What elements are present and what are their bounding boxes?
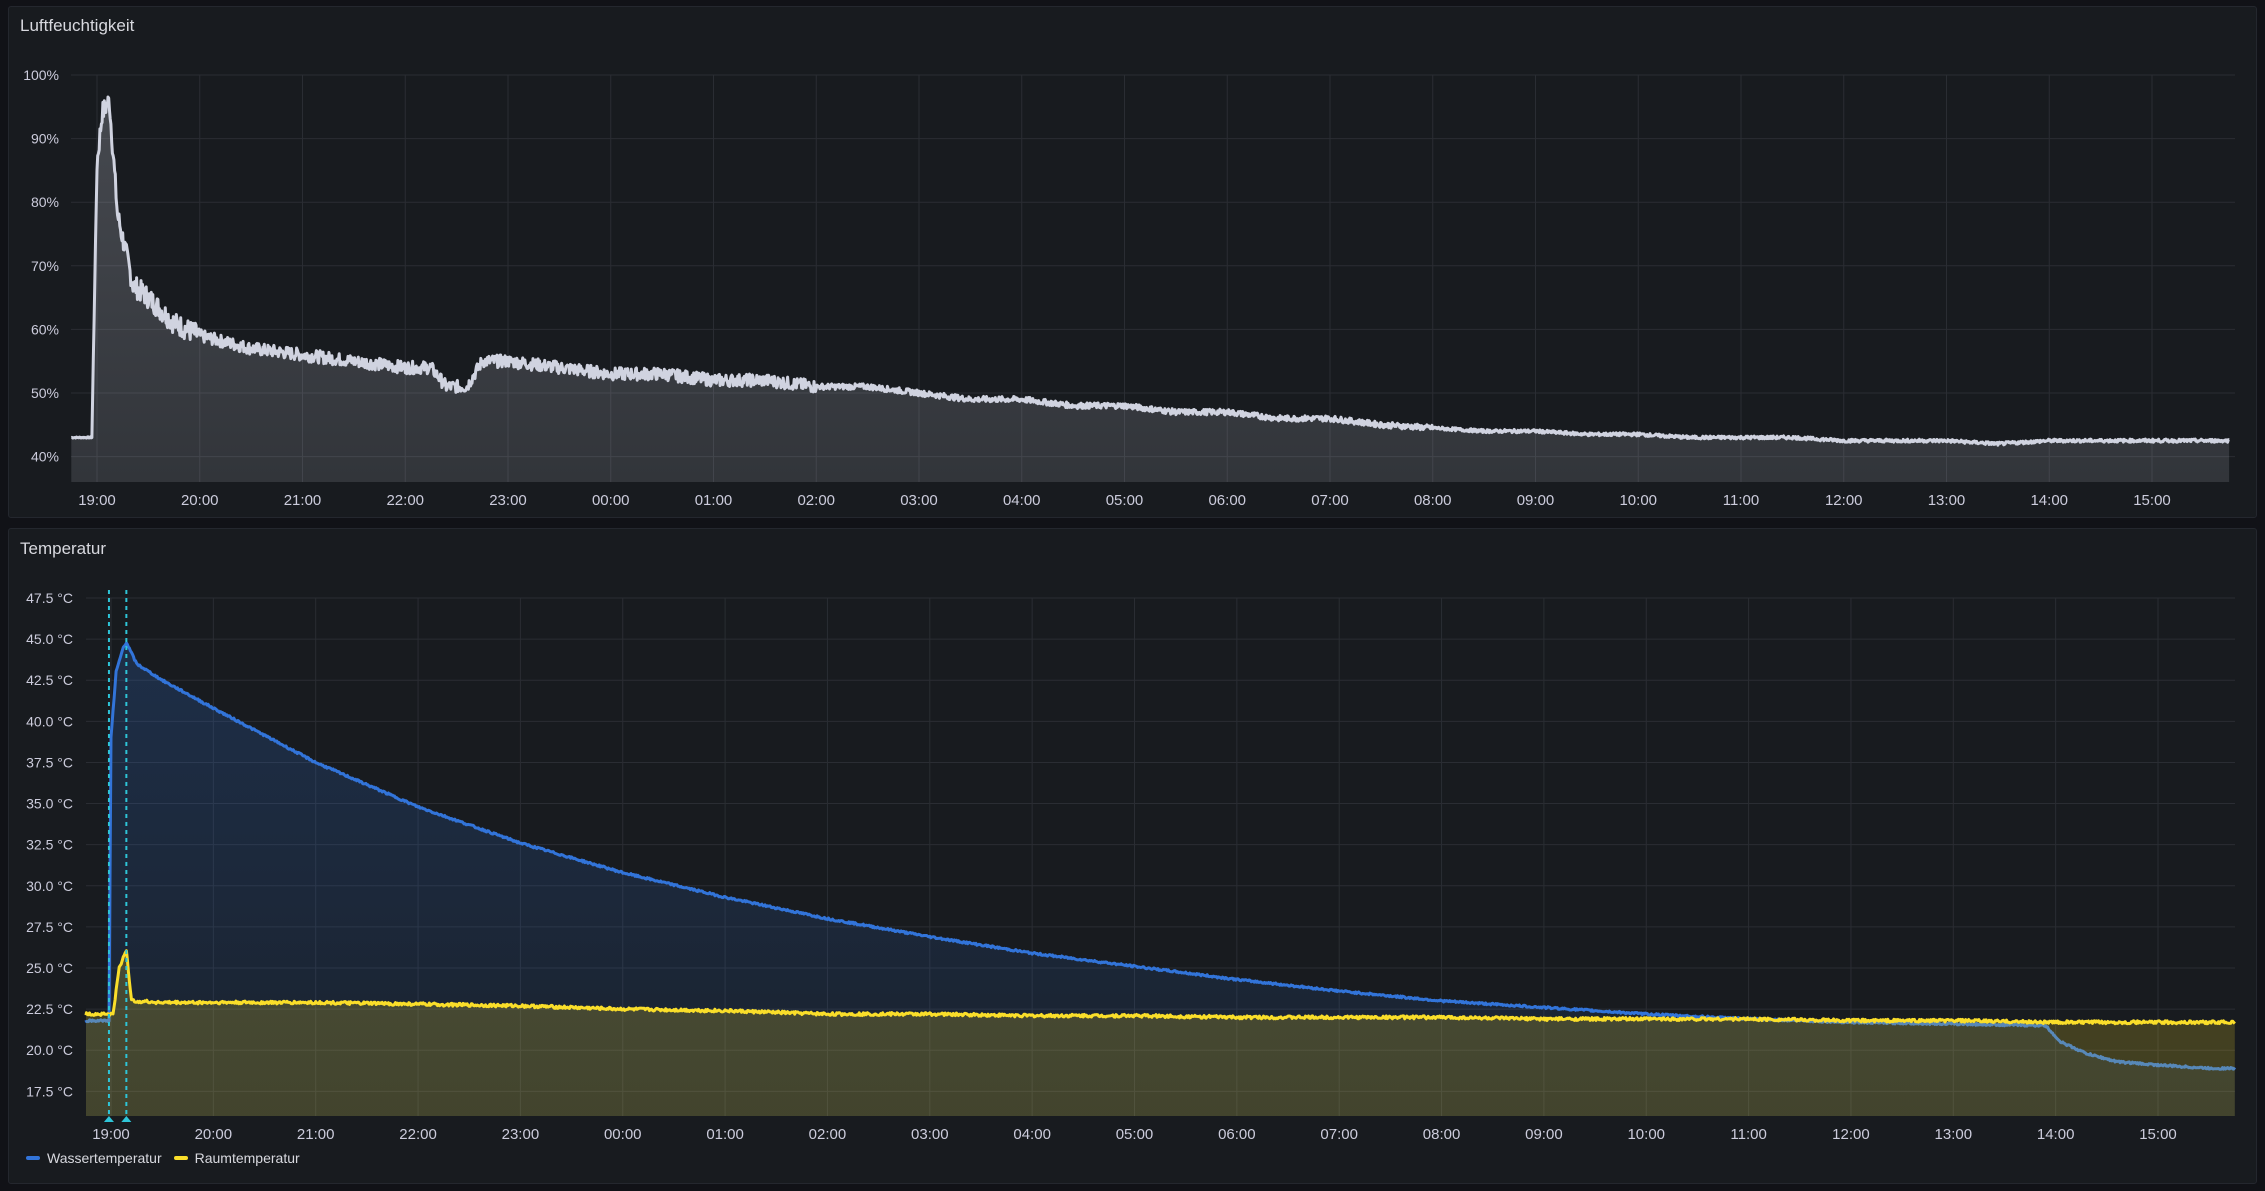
x-tick-label: 05:00 bbox=[1116, 1126, 1154, 1143]
x-tick-label: 12:00 bbox=[1832, 1126, 1870, 1143]
legend-item-room[interactable]: Raumtemperatur bbox=[173, 1150, 300, 1166]
x-tick-label: 23:00 bbox=[502, 1126, 540, 1143]
x-tick-label: 14:00 bbox=[2030, 492, 2068, 509]
legend-swatch-water bbox=[26, 1156, 40, 1160]
x-tick-label: 06:00 bbox=[1208, 492, 1246, 509]
temperature-chart[interactable]: 17.5 °C 20.0 °C 22.5 °C 25.0 °C 27.5 °C 30.0 … bbox=[9, 529, 2256, 1183]
y-tick-label: 32.5 °C bbox=[26, 837, 73, 853]
temperature-panel: Temperatur 17.5 °C 20.0 °C 22.5 °C 25.0 °C 2… bbox=[8, 528, 2257, 1184]
y-tick-label: 60% bbox=[31, 321, 59, 337]
x-tick-label: 04:00 bbox=[1013, 1126, 1051, 1143]
x-tick-label: 03:00 bbox=[911, 1126, 949, 1143]
y-tick-label: 22.5 °C bbox=[26, 1001, 73, 1017]
x-tick-label: 01:00 bbox=[695, 492, 733, 509]
annotation-marker-icon[interactable] bbox=[121, 1116, 132, 1122]
x-tick-label: 10:00 bbox=[1619, 492, 1657, 509]
x-tick-label: 15:00 bbox=[2139, 1126, 2177, 1143]
x-tick-label: 02:00 bbox=[809, 1126, 847, 1143]
x-tick-label: 00:00 bbox=[592, 492, 630, 509]
x-tick-label: 21:00 bbox=[297, 1126, 335, 1143]
y-tick-label: 40.0 °C bbox=[26, 713, 73, 729]
temperature-legend: Wassertemperatur Raumtemperatur bbox=[26, 1150, 300, 1166]
legend-label-room: Raumtemperatur bbox=[194, 1150, 300, 1166]
x-tick-label: 19:00 bbox=[92, 1126, 130, 1143]
humidity-panel: Luftfeuchtigkeit 40% 50% 60% 70% 80% 90% 100% 1… bbox=[8, 6, 2257, 518]
x-tick-label: 20:00 bbox=[181, 492, 219, 509]
x-tick-label: 10:00 bbox=[1627, 1126, 1665, 1143]
y-tick-label: 50% bbox=[31, 385, 59, 401]
x-tick-label: 07:00 bbox=[1320, 1126, 1358, 1143]
y-tick-label: 45.0 °C bbox=[26, 631, 73, 647]
legend-label-water: Wassertemperatur bbox=[47, 1150, 162, 1166]
y-tick-label: 37.5 °C bbox=[26, 754, 73, 770]
x-tick-label: 14:00 bbox=[2037, 1126, 2075, 1143]
x-tick-label: 15:00 bbox=[2133, 492, 2171, 509]
legend-item-water[interactable]: Wassertemperatur bbox=[26, 1150, 162, 1166]
x-tick-label: 21:00 bbox=[284, 492, 322, 509]
y-tick-label: 90% bbox=[31, 131, 59, 147]
x-tick-label: 11:00 bbox=[1723, 492, 1759, 509]
y-tick-label: 47.5 °C bbox=[26, 590, 73, 606]
x-tick-label: 09:00 bbox=[1517, 492, 1555, 509]
y-tick-label: 42.5 °C bbox=[26, 672, 73, 688]
series-area-0 bbox=[71, 97, 2230, 482]
x-tick-label: 19:00 bbox=[78, 492, 116, 509]
x-tick-label: 13:00 bbox=[1935, 1126, 1973, 1143]
x-tick-label: 09:00 bbox=[1525, 1126, 1563, 1143]
y-tick-label: 20.0 °C bbox=[26, 1042, 73, 1058]
annotation-marker-icon[interactable] bbox=[103, 1116, 114, 1122]
x-tick-label: 03:00 bbox=[900, 492, 938, 509]
y-tick-label: 40% bbox=[31, 449, 59, 465]
y-tick-label: 27.5 °C bbox=[26, 919, 73, 935]
humidity-panel-title: Luftfeuchtigkeit bbox=[20, 16, 135, 35]
y-tick-label: 70% bbox=[31, 258, 59, 274]
legend-swatch-room bbox=[173, 1156, 188, 1160]
x-tick-label: 23:00 bbox=[489, 492, 527, 509]
x-tick-label: 04:00 bbox=[1003, 492, 1041, 509]
temperature-panel-title: Temperatur bbox=[20, 539, 106, 558]
x-tick-label: 08:00 bbox=[1414, 492, 1452, 509]
x-tick-label: 22:00 bbox=[399, 1126, 437, 1143]
x-tick-label: 11:00 bbox=[1730, 1126, 1766, 1143]
series-line-0[interactable] bbox=[70, 95, 2230, 447]
series-area-0 bbox=[86, 643, 2235, 1116]
y-tick-label: 100% bbox=[23, 67, 59, 83]
series-line-1[interactable] bbox=[84, 949, 2236, 1026]
y-tick-label: 30.0 °C bbox=[26, 878, 73, 894]
x-tick-label: 07:00 bbox=[1311, 492, 1349, 509]
series-area-1 bbox=[86, 950, 2235, 1116]
y-tick-label: 25.0 °C bbox=[26, 960, 73, 976]
y-tick-label: 35.0 °C bbox=[26, 796, 73, 812]
x-tick-label: 01:00 bbox=[706, 1126, 744, 1143]
x-tick-label: 08:00 bbox=[1423, 1126, 1461, 1143]
x-tick-label: 02:00 bbox=[797, 492, 835, 509]
x-tick-label: 13:00 bbox=[1928, 492, 1966, 509]
x-tick-label: 22:00 bbox=[386, 492, 424, 509]
y-tick-label: 80% bbox=[31, 194, 59, 210]
x-tick-label: 12:00 bbox=[1825, 492, 1863, 509]
y-tick-label: 17.5 °C bbox=[26, 1083, 73, 1099]
x-tick-label: 00:00 bbox=[604, 1126, 642, 1143]
humidity-chart[interactable]: 40% 50% 60% 70% 80% 90% 100% 19:00 20:00 21:00 22:… bbox=[9, 7, 2256, 517]
x-tick-label: 20:00 bbox=[195, 1126, 233, 1143]
x-tick-label: 06:00 bbox=[1218, 1126, 1256, 1143]
x-tick-label: 05:00 bbox=[1106, 492, 1144, 509]
